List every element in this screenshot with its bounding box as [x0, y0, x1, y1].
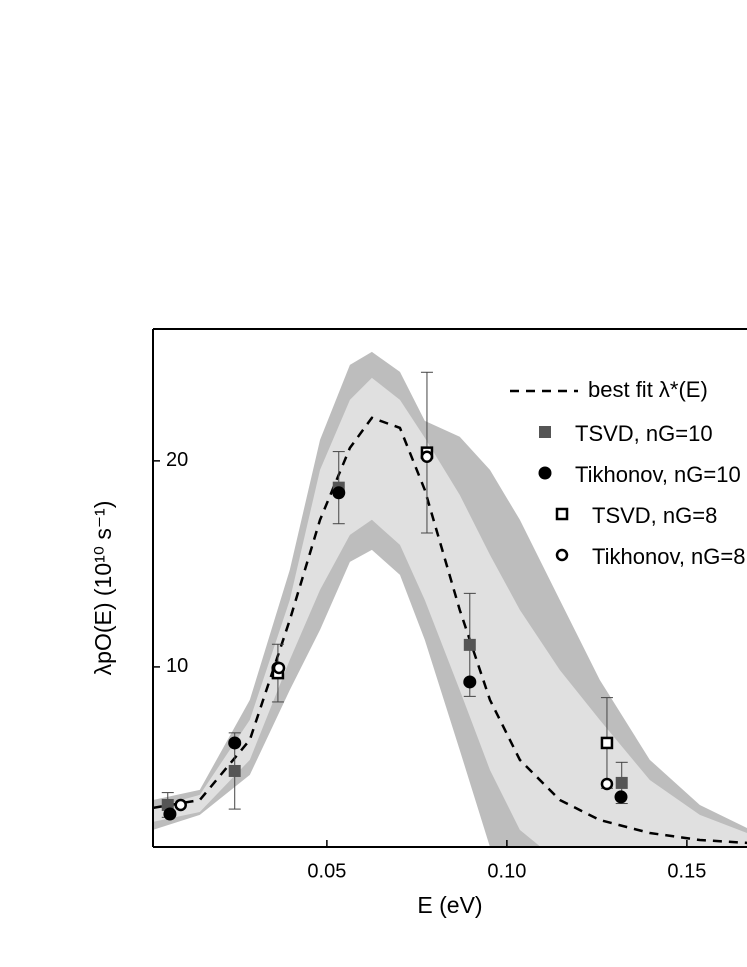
marker [463, 675, 477, 689]
marker [174, 798, 187, 812]
legend-label: Tikhonov, nG=8 [592, 544, 745, 569]
y-tick-label: 10 [166, 655, 188, 677]
marker [538, 466, 552, 480]
marker [600, 777, 614, 791]
x-tick-label: 0.10 [487, 860, 526, 882]
marker [332, 486, 346, 500]
plot-area [153, 351, 747, 847]
x-axis-label: E (eV) [417, 892, 482, 918]
marker [600, 736, 614, 750]
marker [420, 450, 434, 463]
x-tick-label: 0.15 [667, 860, 706, 882]
marker [555, 507, 569, 521]
marker [463, 638, 476, 651]
legend-label: TSVD, nG=8 [592, 503, 717, 528]
marker [615, 776, 628, 789]
marker [228, 764, 241, 777]
y-axis-label: λpO(E) (10¹⁰ s⁻¹) [90, 501, 116, 676]
marker [228, 736, 242, 750]
x-tick-label: 0.05 [307, 860, 346, 882]
marker [539, 426, 551, 438]
marker [555, 548, 569, 562]
fit-line [153, 416, 747, 845]
marker [614, 790, 628, 804]
marker [163, 807, 177, 821]
marker [272, 661, 286, 675]
legend-label: TSVD, nG=10 [575, 421, 713, 446]
legend-label: best fit λ*(E) [588, 377, 708, 402]
legend-label: Tikhonov, nG=10 [575, 462, 741, 487]
y-tick-label: 20 [166, 449, 188, 471]
uncertainty-band [153, 377, 747, 847]
